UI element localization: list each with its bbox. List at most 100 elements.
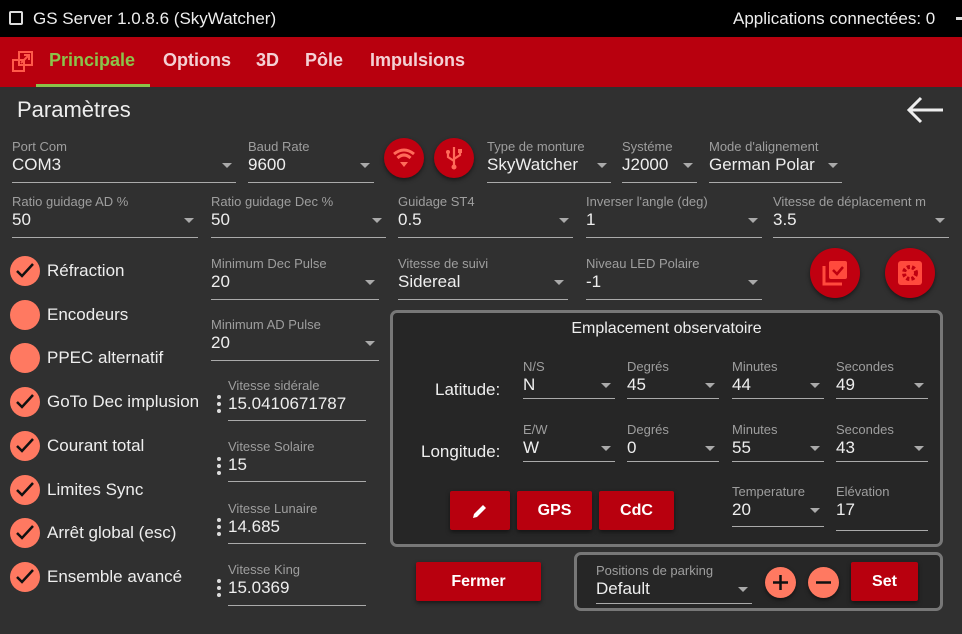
dropdown-arrow-icon <box>554 280 564 285</box>
checkbox-label: Encodeurs <box>47 305 129 324</box>
field-value: Sidereal <box>398 272 461 291</box>
tab-options[interactable]: Options <box>163 50 231 70</box>
gps-button[interactable]: GPS <box>517 491 592 530</box>
cdc-button[interactable]: CdC <box>599 491 674 530</box>
field-value: Default <box>596 579 650 598</box>
more-vertical-icon[interactable] <box>217 395 221 416</box>
gear-icon <box>898 261 922 285</box>
minus-icon <box>816 581 831 584</box>
more-vertical-icon[interactable] <box>217 457 221 478</box>
remove-parking-button[interactable] <box>808 567 839 598</box>
checkbox[interactable] <box>10 387 40 417</box>
field-value: 17 <box>836 500 855 519</box>
checkbox[interactable] <box>10 431 40 461</box>
invert-angle-select[interactable]: Inverser l'angle (deg) 1 <box>586 194 762 238</box>
field-label: Mode d'alignement <box>709 139 819 154</box>
lon-seconds-select[interactable]: Secondes 43 <box>836 422 928 462</box>
temperature-select[interactable]: Temperature 20 <box>732 484 824 527</box>
solar-rate-input[interactable]: Vitesse Solaire 15 <box>228 439 366 482</box>
field-label: Port Com <box>12 139 67 154</box>
field-label: Baud Rate <box>248 139 310 154</box>
sidereal-rate-input[interactable]: Vitesse sidérale 15.0410671787 <box>228 378 366 421</box>
check-icon <box>16 438 34 453</box>
field-value: 20 <box>211 272 230 291</box>
back-arrow-icon[interactable] <box>905 96 945 124</box>
parking-select[interactable]: Positions de parking Default <box>596 563 752 604</box>
edit-location-button[interactable] <box>450 491 510 530</box>
lat-degrees-select[interactable]: Degrés 45 <box>627 359 719 399</box>
field-value: N <box>523 375 536 394</box>
settings-button[interactable] <box>885 248 935 298</box>
tab-impulsions[interactable]: Impulsions <box>370 50 466 70</box>
min-dec-pulse-select[interactable]: Minimum Dec Pulse 20 <box>211 256 379 300</box>
window-icon[interactable] <box>9 11 23 25</box>
more-vertical-icon[interactable] <box>217 518 221 539</box>
save-settings-button[interactable] <box>810 248 860 298</box>
minimize-icon[interactable] <box>956 17 962 20</box>
system-select[interactable]: Systéme J2000 <box>622 139 697 183</box>
mount-type-select[interactable]: Type de monture SkyWatcher <box>487 139 611 183</box>
baud-rate-select[interactable]: Baud Rate 9600 <box>248 139 374 183</box>
close-button[interactable]: Fermer <box>416 562 541 601</box>
checkbox[interactable] <box>10 343 40 373</box>
tracking-rate-select[interactable]: Vitesse de suivi Sidereal <box>398 256 568 300</box>
check-icon <box>16 394 34 409</box>
add-parking-button[interactable] <box>765 567 796 598</box>
window-restore-icon[interactable] <box>12 51 34 73</box>
dropdown-arrow-icon <box>559 218 569 223</box>
checkbox[interactable] <box>10 475 40 505</box>
lunar-rate-input[interactable]: Vitesse Lunaire 14.685 <box>228 501 366 544</box>
plus-icon <box>773 575 788 590</box>
port-com-select[interactable]: Port Com COM3 <box>12 139 236 183</box>
check-icon <box>16 569 34 584</box>
alignment-mode-select[interactable]: Mode d'alignement German Polar <box>709 139 842 183</box>
dropdown-arrow-icon <box>914 383 924 388</box>
field-value: 14.685 <box>228 517 280 536</box>
lat-ns-select[interactable]: N/S N <box>523 359 615 399</box>
checkbox[interactable] <box>10 562 40 592</box>
ratio-dec-select[interactable]: Ratio guidage Dec % 50 <box>211 194 386 238</box>
lat-seconds-select[interactable]: Secondes 49 <box>836 359 928 399</box>
more-vertical-icon[interactable] <box>217 579 221 600</box>
active-tab-indicator <box>36 84 150 87</box>
field-value: German Polar <box>709 155 815 174</box>
min-ad-pulse-select[interactable]: Minimum AD Pulse 20 <box>211 317 379 361</box>
field-value: 20 <box>211 333 230 352</box>
tab-principale[interactable]: Principale <box>49 50 136 70</box>
checkbox[interactable] <box>10 256 40 286</box>
slew-speed-select[interactable]: Vitesse de déplacement m 3.5 <box>773 194 949 238</box>
dropdown-arrow-icon <box>705 383 715 388</box>
check-icon <box>16 482 34 497</box>
tab-pole[interactable]: Pôle <box>305 50 344 70</box>
ratio-ad-select[interactable]: Ratio guidage AD % 50 <box>12 194 198 238</box>
checkbox[interactable] <box>10 300 40 330</box>
field-label: Vitesse Lunaire <box>228 501 318 516</box>
elevation-input[interactable]: Elévation 17 <box>836 484 928 531</box>
field-label: Temperature <box>732 484 805 499</box>
field-value: 3.5 <box>773 210 797 229</box>
tab-3d[interactable]: 3D <box>256 50 280 70</box>
dropdown-arrow-icon <box>597 163 607 168</box>
field-value: 15.0369 <box>228 578 290 597</box>
lon-minutes-select[interactable]: Minutes 55 <box>732 422 824 462</box>
field-label: E/W <box>523 422 548 437</box>
set-parking-button[interactable]: Set <box>851 562 918 601</box>
polar-led-select[interactable]: Niveau LED Polaire -1 <box>586 256 762 300</box>
field-value: 0.5 <box>398 210 422 229</box>
king-rate-input[interactable]: Vitesse King 15.0369 <box>228 562 366 606</box>
lon-ew-select[interactable]: E/W W <box>523 422 615 462</box>
dropdown-arrow-icon <box>914 446 924 451</box>
usb-button[interactable] <box>434 138 474 178</box>
checkbox[interactable] <box>10 518 40 548</box>
st4-guiding-select[interactable]: Guidage ST4 0.5 <box>398 194 573 238</box>
field-value: 9600 <box>248 155 286 174</box>
dropdown-arrow-icon <box>601 446 611 451</box>
field-value: SkyWatcher <box>487 155 579 174</box>
dropdown-arrow-icon <box>372 218 382 223</box>
lon-degrees-select[interactable]: Degrés 0 <box>627 422 719 462</box>
dropdown-arrow-icon <box>222 163 232 168</box>
lat-minutes-select[interactable]: Minutes 44 <box>732 359 824 399</box>
dropdown-arrow-icon <box>748 218 758 223</box>
field-label: Niveau LED Polaire <box>586 256 700 271</box>
wifi-button[interactable] <box>384 138 424 178</box>
